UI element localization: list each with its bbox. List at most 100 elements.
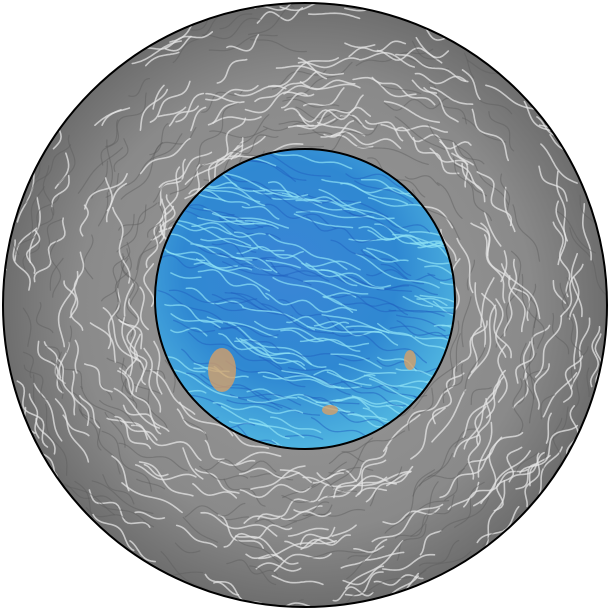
outer-texture-streak (332, 586, 374, 602)
outer-texture-streak (331, 524, 357, 537)
outer-texture-streak (135, 357, 145, 393)
outer-texture-streak (455, 333, 461, 372)
outer-texture-streak (104, 177, 113, 223)
outer-texture-streak (62, 484, 115, 516)
inner-texture-streak (265, 259, 301, 269)
outer-texture-streak (414, 72, 467, 85)
inner-texture-streak (280, 329, 361, 352)
inner-texture-streak (377, 322, 455, 357)
outer-texture-streak (482, 529, 504, 547)
inner-texture-streak (239, 337, 270, 357)
outer-texture-streak (376, 47, 450, 61)
outer-texture-streak (347, 548, 376, 560)
outer-texture-streak (63, 280, 84, 331)
outer-texture-streak (418, 459, 472, 487)
outer-texture-streak (120, 357, 135, 402)
outer-texture-streak (22, 351, 34, 379)
outer-texture-streak (201, 89, 244, 113)
outer-texture-streak (273, 553, 332, 572)
inner-texture-streak (224, 292, 273, 311)
inner-texture-streak (330, 353, 382, 369)
outer-texture-streak (190, 106, 207, 132)
outer-texture-streak (123, 280, 136, 317)
outer-texture-streak (134, 464, 197, 481)
outer-texture-streak (340, 538, 388, 569)
outer-texture-streak (500, 173, 511, 211)
inner-texture-streak (242, 306, 316, 331)
outer-texture-streak (470, 387, 492, 406)
outer-texture-streak (207, 117, 247, 186)
outer-texture-streak (212, 102, 238, 124)
outer-texture-streak (382, 507, 441, 525)
inner-texture-streak (164, 303, 224, 324)
outer-texture-streak (78, 409, 121, 475)
outer-texture-streak (463, 468, 529, 508)
inner-texture-streak (305, 216, 377, 243)
outer-texture-streak (57, 358, 76, 416)
inner-texture-streak (416, 297, 448, 307)
inner-texture-streak (195, 258, 271, 292)
outer-texture-streak (461, 296, 472, 348)
inner-texture-streak (396, 314, 446, 332)
inner-texture-streak (155, 254, 207, 269)
outer-texture-streak (318, 476, 388, 502)
inner-texture-streak (230, 393, 302, 406)
inner-texture-streak (218, 332, 305, 366)
inner-texture-streak (271, 265, 351, 286)
outer-texture-streak (542, 406, 569, 469)
inner-texture-streak (212, 171, 299, 199)
inner-texture-streak (419, 294, 455, 315)
inner-texture-streak (241, 205, 280, 220)
outer-texture-streak (312, 472, 344, 484)
inner-texture-streak (265, 292, 354, 314)
outer-texture-streak (158, 151, 213, 188)
outer-texture-streak (101, 430, 152, 492)
outer-texture-streak (512, 378, 524, 434)
outer-texture-streak (555, 210, 596, 254)
outer-texture-streak (92, 513, 135, 552)
outer-texture-streak (226, 34, 260, 52)
inner-texture-streak (388, 309, 445, 317)
outer-texture-streak (22, 208, 54, 271)
inner-texture-streak (303, 196, 362, 207)
outer-texture-streak (117, 370, 170, 432)
outer-texture-streak (329, 437, 374, 487)
inner-texture-streak (225, 360, 306, 388)
outer-texture-streak (97, 192, 109, 227)
outer-texture-streak (106, 417, 152, 450)
inner-texture-streak (200, 237, 252, 247)
outer-texture-streak (427, 124, 485, 165)
outer-texture-streak (483, 479, 506, 550)
outer-texture-streak (248, 3, 312, 36)
outer-texture-streak (235, 538, 280, 563)
inner-texture-streak (306, 325, 382, 334)
outer-texture-streak (407, 389, 449, 423)
outer-texture-streak (139, 137, 191, 175)
inner-texture-streak (248, 418, 290, 440)
outer-texture-streak (22, 307, 32, 347)
outer-texture-streak (464, 344, 487, 393)
inner-texture-streak (197, 268, 270, 300)
outer-texture-streak (91, 480, 154, 515)
inner-texture-streak (268, 234, 348, 271)
outer-texture-streak (234, 535, 283, 560)
outer-texture-streak (431, 372, 465, 425)
outer-texture-streak (244, 91, 315, 114)
outer-texture-streak (333, 475, 397, 493)
inner-warm-spot (404, 350, 416, 370)
outer-texture-streak (46, 218, 63, 247)
outer-texture-streak (230, 134, 279, 155)
outer-texture-streak (561, 277, 570, 313)
outer-texture-streak (411, 79, 438, 94)
outer-texture-streak (503, 186, 516, 233)
outer-texture-streak (245, 553, 299, 565)
outer-texture-streak (149, 127, 197, 161)
outer-texture-streak (453, 434, 480, 458)
outer-texture-streak (54, 152, 70, 189)
outer-texture-streak (175, 524, 218, 548)
inner-sphere-outline (154, 148, 456, 450)
outer-texture-streak (404, 500, 450, 518)
outer-texture-streak (412, 137, 460, 175)
outer-texture-streak (152, 84, 165, 110)
outer-texture-streak (120, 255, 138, 320)
